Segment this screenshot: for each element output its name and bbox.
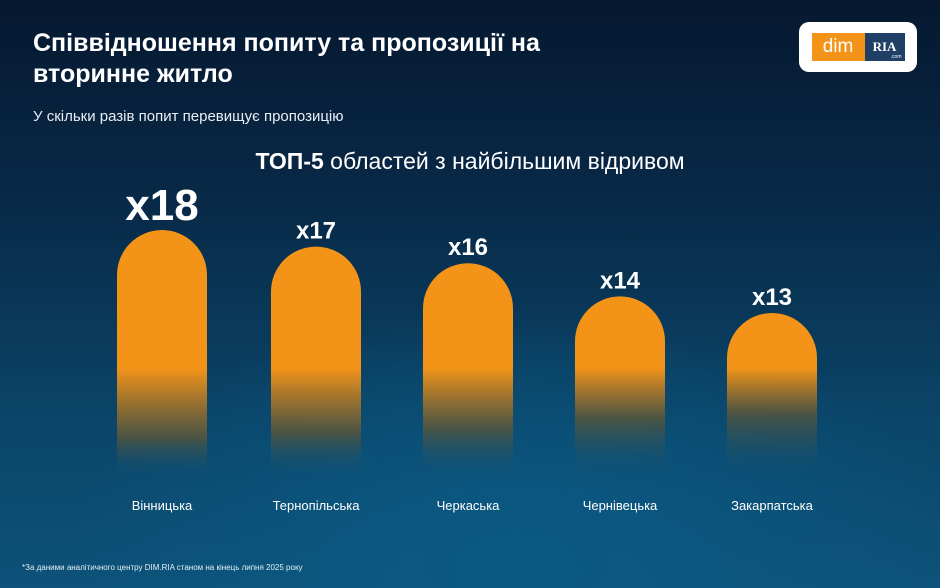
chart-title-rest: областей з найбільшим відривом bbox=[323, 148, 685, 174]
dimria-logo[interactable]: dim RIA .com bbox=[799, 22, 917, 72]
bar-5 bbox=[727, 313, 817, 478]
logo-dim-text: dim bbox=[811, 33, 865, 61]
logo-com-text: .com bbox=[890, 54, 902, 60]
category-label-5: Закарпатська bbox=[731, 498, 814, 513]
category-label-1: Вінницька bbox=[132, 498, 193, 513]
page-subtitle: У скільки разів попит перевищує пропозиц… bbox=[33, 108, 344, 125]
category-label-3: Черкаська bbox=[437, 498, 501, 513]
category-label-4: Чернівецька bbox=[583, 498, 658, 513]
value-label-1: x18 bbox=[125, 181, 198, 230]
value-label-4: x14 bbox=[600, 267, 641, 294]
bar-2 bbox=[271, 246, 361, 478]
chart-title-bold: ТОП-5 bbox=[255, 148, 324, 174]
value-label-3: x16 bbox=[448, 234, 488, 261]
page-title: Співвідношення попиту та пропозиції на в… bbox=[33, 29, 540, 88]
value-label-5: x13 bbox=[752, 284, 792, 311]
footnote: *За даними аналітичного центру DIM.RIA с… bbox=[22, 563, 303, 572]
bar-3 bbox=[423, 263, 513, 478]
bar-1 bbox=[117, 230, 207, 478]
chart-title: ТОП-5 областей з найбільшим відривом bbox=[0, 148, 940, 175]
bar-4 bbox=[575, 296, 665, 478]
logo-ria-text: RIA bbox=[872, 39, 897, 54]
logo-ria-block: RIA .com bbox=[864, 33, 905, 61]
value-label-2: x17 bbox=[296, 218, 336, 245]
category-label-2: Тернопільська bbox=[273, 498, 361, 513]
